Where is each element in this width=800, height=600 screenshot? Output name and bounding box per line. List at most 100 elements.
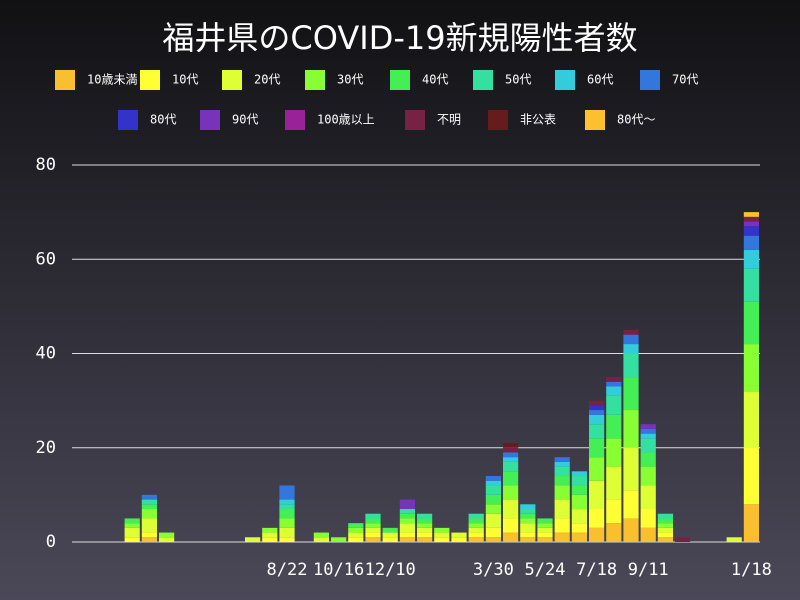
bar-segment <box>468 518 484 524</box>
bar-segment <box>589 438 605 458</box>
bar-segment <box>141 518 157 533</box>
bar-segment <box>537 518 553 524</box>
bar-segment <box>589 424 605 439</box>
bar-segment <box>365 527 381 533</box>
legend-label: 非公表 <box>520 113 556 127</box>
bar-segment <box>434 537 450 542</box>
bar-segment <box>124 523 140 528</box>
bar-segment <box>485 527 501 538</box>
bar-segment <box>743 216 759 222</box>
bar-segment <box>554 466 570 477</box>
legend-swatch <box>55 70 75 90</box>
bar-segment <box>606 377 622 382</box>
bar-segment <box>262 537 278 542</box>
bar-segment <box>589 414 605 425</box>
bar-segment <box>623 334 639 345</box>
bar-segment <box>623 518 639 542</box>
bar-segment <box>399 537 415 542</box>
bar-segment <box>520 504 536 510</box>
bar-segment <box>606 466 622 500</box>
bar-segment <box>485 485 501 495</box>
legend-swatch <box>473 70 493 90</box>
bar-segment <box>348 537 364 542</box>
bar-segment <box>743 249 759 269</box>
legend-swatch <box>222 70 242 90</box>
bar-segment <box>399 523 415 533</box>
x-tick-label: 8/22 <box>267 560 308 580</box>
bar-segment <box>348 532 364 538</box>
bar-segment <box>503 499 519 519</box>
bar-segment <box>554 476 570 486</box>
bar-segment <box>657 537 673 542</box>
legend-label: 50代 <box>505 73 531 87</box>
x-tick-label: 10/16 <box>313 560 364 580</box>
bar-segment <box>124 537 140 542</box>
legend-swatch <box>140 70 160 90</box>
bar-segment <box>743 221 759 227</box>
bar-segment <box>554 532 570 542</box>
bar-segment <box>399 518 415 524</box>
bar-segment <box>348 527 364 533</box>
bar-segment <box>640 452 656 467</box>
bar-segment <box>589 400 605 406</box>
bar-segment <box>503 452 519 458</box>
bar-segment <box>589 410 605 415</box>
bar-segment <box>606 414 622 439</box>
x-tick-label: 5/24 <box>525 560 566 580</box>
bar-segment <box>262 532 278 538</box>
bar-segment <box>382 527 398 533</box>
bar-segment <box>537 523 553 528</box>
bar-segment <box>382 532 398 538</box>
bar-segment <box>279 537 295 542</box>
bar-segment <box>279 509 295 519</box>
bar-segment <box>399 532 415 538</box>
bar-segment <box>365 532 381 538</box>
bar-segment <box>589 405 605 411</box>
bar-segment <box>485 480 501 486</box>
legend-label: 70代 <box>672 73 698 87</box>
bar-segment <box>365 537 381 542</box>
legend-label: 不明 <box>437 113 461 127</box>
bar-segment <box>571 485 587 495</box>
bar-segment <box>520 509 536 514</box>
x-tick-label: 7/18 <box>576 560 617 580</box>
bar-segment <box>571 532 587 542</box>
legend-swatch <box>488 110 508 130</box>
legend-swatch <box>390 70 410 90</box>
bar-segment <box>640 466 656 486</box>
bar-segment <box>623 377 639 411</box>
bar-segment <box>468 523 484 528</box>
bar-segment <box>141 504 157 510</box>
bar-segment <box>657 518 673 524</box>
bar-segment <box>657 527 673 533</box>
legend-label: 30代 <box>337 73 363 87</box>
bar-segment <box>262 527 278 533</box>
bar-segment <box>365 513 381 519</box>
bar-segment <box>554 461 570 467</box>
y-tick-label: 40 <box>36 344 56 364</box>
bar-segment <box>141 537 157 542</box>
bar-segment <box>503 485 519 500</box>
bar-segment <box>141 494 157 500</box>
legend-label: 40代 <box>422 73 448 87</box>
bar-segment <box>606 438 622 467</box>
bar-segment <box>417 513 433 519</box>
x-tick-label: 1/18 <box>731 560 772 580</box>
bar-segment <box>657 532 673 538</box>
bar-segment <box>640 433 656 439</box>
bar-segment <box>554 485 570 500</box>
legend-label: 10代 <box>172 73 198 87</box>
bar-segment <box>520 513 536 519</box>
bar-segment <box>743 504 759 542</box>
bar-segment <box>399 509 415 514</box>
bar-segment <box>365 523 381 528</box>
bar-segment <box>520 532 536 538</box>
bar-segment <box>623 447 639 491</box>
bar-segment <box>159 532 175 538</box>
bar-segment <box>640 428 656 434</box>
bar-segment <box>743 391 759 448</box>
legend-swatch <box>640 70 660 90</box>
bar-segment <box>399 499 415 510</box>
bar-segment <box>503 471 519 486</box>
